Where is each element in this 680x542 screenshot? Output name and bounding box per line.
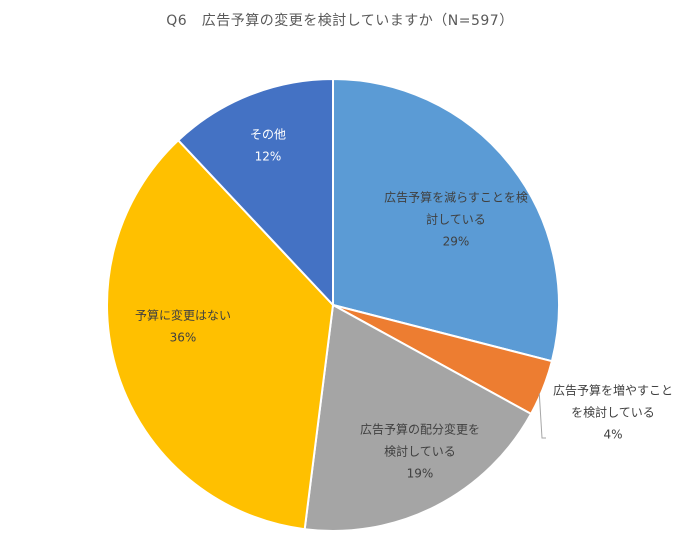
data-label-value-increase-budget: 4% <box>603 428 622 442</box>
data-label-no-change: 予算に変更はない <box>135 308 231 323</box>
data-label-other: その他 <box>250 128 286 142</box>
data-label-value-other: 12% <box>255 150 282 164</box>
data-label-reduce-budget: 広告予算を減らすことを検 <box>384 190 528 205</box>
data-label-increase-budget: を検討している <box>571 405 655 420</box>
data-label-value-reallocate-budget: 19% <box>407 467 434 481</box>
leader-line-increase-budget <box>538 393 546 439</box>
data-label-reallocate-budget: 広告予算の配分変更を <box>360 422 480 437</box>
data-label-value-reduce-budget: 29% <box>443 235 470 249</box>
data-label-reallocate-budget: 検討している <box>384 444 456 459</box>
pie-slice-reallocate-budget <box>303 303 533 532</box>
data-label-value-no-change: 36% <box>170 331 197 345</box>
pie-slice-no-change <box>106 138 335 531</box>
chart-title: Q6 広告予算の変更を検討していますか（N=597） <box>166 13 514 29</box>
pie-slice-other <box>176 77 334 308</box>
data-label-reduce-budget: 討している <box>426 212 486 227</box>
pie-slice-reduce-budget <box>332 77 560 363</box>
data-label-increase-budget: 広告予算を増やすこと <box>553 383 673 398</box>
